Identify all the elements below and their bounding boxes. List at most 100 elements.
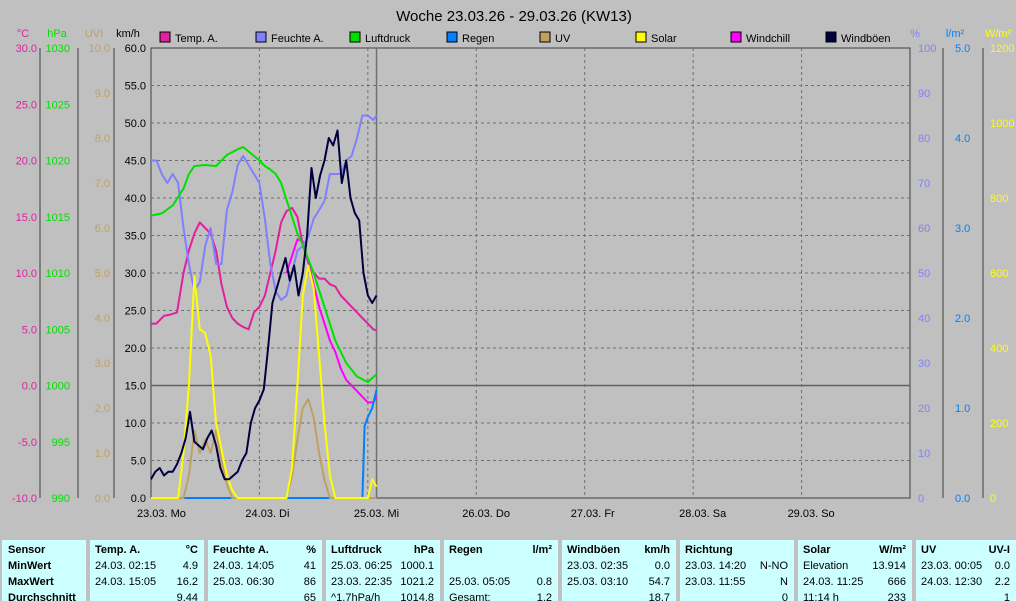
legend-label: Solar (651, 33, 677, 45)
x-tick-label: 26.03. Do (462, 508, 510, 520)
axis-tick-solar: 600 (990, 268, 1008, 280)
series-uv (151, 398, 377, 499)
axis-tick-rain: 5.0 (955, 43, 970, 55)
stats-text: Gesamt: (449, 592, 491, 601)
stats-text: Luftdruck (331, 544, 382, 556)
stats-text: 24.03. 14:05 (213, 560, 275, 572)
stats-text: 23.03. 14:20 (685, 560, 747, 572)
chart: Woche 23.03.26 - 29.03.26 (KW13) Temp. A… (12, 8, 1015, 520)
series-regen (151, 389, 378, 499)
axis-tick-wind: 0.0 (131, 493, 146, 505)
stats-text: 11:14 h (803, 592, 839, 601)
axis-tick-hum: 10 (918, 448, 930, 460)
stats-text: 16.2 (176, 576, 198, 588)
axis-tick-hum: 90 (918, 88, 930, 100)
legend-label: UV (555, 33, 571, 45)
stats-text: 9.44 (176, 592, 198, 601)
stats-text: 13.914 (872, 560, 906, 572)
axis-tick-hum: 100 (918, 43, 936, 55)
stats-text: Elevation (803, 560, 849, 572)
axis-tick-uv: 7.0 (95, 178, 110, 190)
stats-text: Temp. A. (95, 544, 141, 556)
axis-tick-temp: -5.0 (18, 437, 37, 449)
axis-tick-hum: 0 (918, 493, 924, 505)
legend-label: Windchill (746, 33, 790, 45)
stats-column: Luftdruck hPa 25.03. 06:25 1000.1 23.03. 22:… (326, 540, 440, 601)
stats-text: Feuchte A. (213, 544, 269, 556)
stats-text: 25.03. 06:30 (213, 576, 275, 588)
axis-tick-wind: 35.0 (125, 231, 146, 243)
stats-text: 25.03. 06:25 (331, 560, 393, 572)
axis-tick-press: 1015 (46, 212, 70, 224)
axis-unit-solar: W/m² (985, 28, 1012, 40)
grid (151, 48, 910, 498)
stats-text: 25.03. 03:10 (567, 576, 629, 588)
stats-text: Richtung (685, 544, 733, 556)
axis-tick-press: 1005 (46, 324, 70, 336)
stats-text: 54.7 (648, 576, 670, 588)
x-tick-label: 25.03. Mi (354, 508, 399, 520)
legend-swatch (825, 31, 837, 43)
stats-text: W/m² (879, 544, 906, 556)
stats-text: 1 (1003, 592, 1010, 601)
stats-text: MaxWert (8, 576, 54, 588)
x-tick-label: 24.03. Di (245, 508, 289, 520)
x-tick-label: 23.03. Mo (137, 508, 186, 520)
stats-column: Richtung 23.03. 14:20 N-NO 23.03. 11:55 N 0 (680, 540, 794, 601)
axis-tick-wind: 5.0 (131, 456, 146, 468)
axis-tick-temp: 5.0 (22, 324, 37, 336)
axis-tick-wind: 20.0 (125, 343, 146, 355)
axis-tick-temp: 10.0 (16, 268, 37, 280)
series-solar (151, 264, 378, 499)
axis-tick-rain: 0.0 (955, 493, 970, 505)
stats-text: 24.03. 12:30 (921, 576, 983, 588)
stats-text: 1021.2 (400, 576, 434, 588)
stats-text: 24.03. 11:25 (803, 576, 864, 588)
axis-tick-rain: 1.0 (955, 403, 970, 415)
axis-tick-press: 1025 (46, 99, 70, 111)
stats-text: Windböen (567, 544, 621, 556)
stats-text: Regen (449, 544, 483, 556)
stats-text: 18.7 (648, 592, 670, 601)
axis-tick-uv: 6.0 (95, 223, 110, 235)
axis-tick-hum: 70 (918, 178, 930, 190)
axis-tick-wind: 10.0 (125, 418, 146, 430)
axis-tick-wind: 25.0 (125, 306, 146, 318)
legend-swatch (635, 31, 647, 43)
stats-text: 23.03. 11:55 (685, 576, 746, 588)
stats-text: hPa (413, 544, 434, 556)
axis-tick-uv: 9.0 (95, 88, 110, 100)
axis-tick-temp: 0.0 (22, 381, 37, 393)
axis-tick-hum: 50 (918, 268, 930, 280)
axis-tick-press: 995 (52, 437, 70, 449)
stats-text: 23.03. 00:05 (921, 560, 983, 572)
stats-text: % (306, 544, 316, 556)
stats-text: MinWert (8, 560, 52, 572)
stats-text: 4.9 (182, 560, 198, 572)
stats-text: 23.03. 22:35 (331, 576, 393, 588)
axis-tick-hum: 30 (918, 358, 930, 370)
stats-text: Sensor (8, 544, 46, 556)
axis-tick-wind: 50.0 (125, 118, 146, 130)
stats-column: Windböen km/h 23.03. 02:35 0.0 25.03. 03:10 5… (562, 540, 676, 601)
stats-text: km/h (644, 544, 670, 556)
axis-tick-solar: 400 (990, 343, 1008, 355)
stats-text: °C (185, 544, 198, 556)
axis-tick-temp: 20.0 (16, 156, 37, 168)
axis-tick-uv: 8.0 (95, 133, 110, 145)
axes: °C 30.0 25.0 20.0 15.0 10.0 5.0 0.0 -5.0 -10.0 hPa… (12, 28, 1015, 505)
x-tick-label: 28.03. Sa (679, 508, 727, 520)
axis-tick-temp: 30.0 (16, 43, 37, 55)
legend-label: Temp. A. (175, 33, 218, 45)
axis-tick-wind: 30.0 (125, 268, 146, 280)
series-group (150, 114, 378, 499)
axis-tick-uv: 4.0 (95, 313, 110, 325)
axis-tick-solar: 1200 (990, 43, 1014, 55)
axis-tick-wind: 60.0 (125, 43, 146, 55)
axis-tick-wind: 40.0 (125, 193, 146, 205)
axis-tick-press: 1010 (46, 268, 70, 280)
axis-tick-temp: -10.0 (12, 493, 37, 505)
series-windb-en (150, 129, 378, 481)
stats-text: 0.8 (536, 576, 552, 588)
axis-tick-uv: 5.0 (95, 268, 110, 280)
